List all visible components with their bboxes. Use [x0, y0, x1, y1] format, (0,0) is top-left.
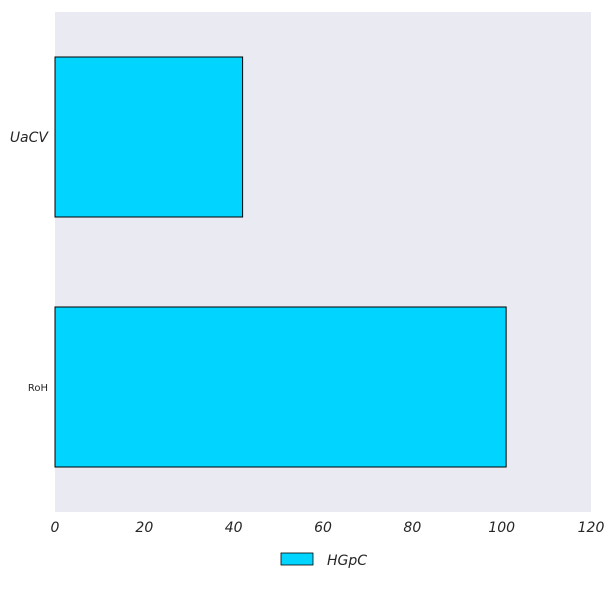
legend: HGpC	[280, 552, 367, 569]
x-tick-label: 20	[135, 520, 153, 536]
x-tick-label: 40	[225, 520, 243, 536]
legend-swatch	[280, 552, 314, 566]
x-tick-label: 60	[314, 520, 332, 536]
x-tick-label: 0	[51, 520, 60, 536]
bar-uacv	[54, 56, 244, 218]
x-tick-label: 120	[578, 520, 605, 536]
y-category-label: RoH	[28, 383, 48, 394]
bar-roh	[54, 306, 507, 468]
y-category-labels: UaCV RoH	[10, 130, 50, 394]
bars-group	[54, 56, 507, 468]
x-tick-labels: 0 20 40 60 80 100 120	[51, 520, 605, 536]
x-tick-label: 100	[488, 520, 515, 536]
y-category-label: UaCV	[10, 130, 50, 146]
legend-label: HGpC	[327, 553, 367, 569]
x-tick-label: 80	[403, 520, 421, 536]
